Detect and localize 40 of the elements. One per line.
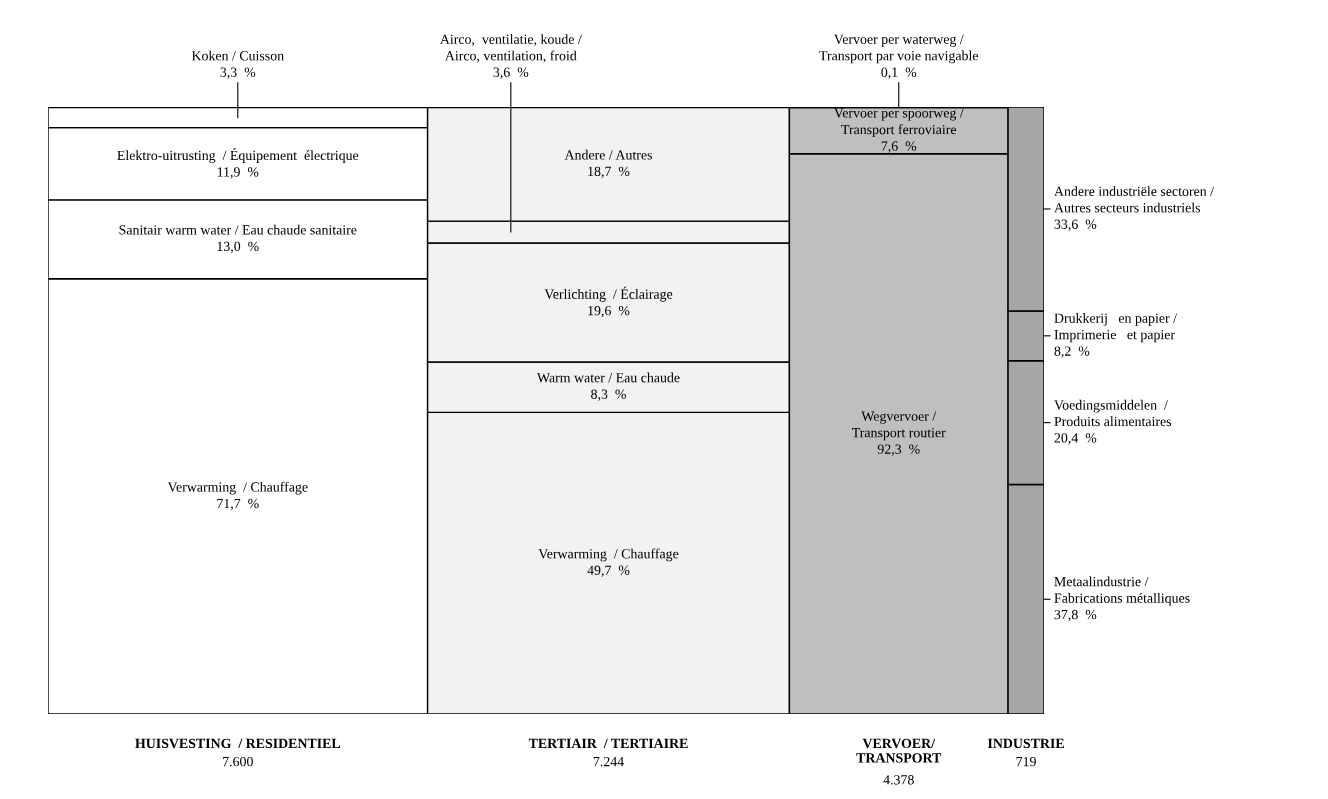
data-label: 18,7 %: [588, 166, 630, 179]
data-label: 7,6 %: [881, 141, 917, 153]
data-label: 719: [1016, 756, 1036, 767]
category-label: TERTIAIR / TERTIAIRE: [528, 738, 688, 749]
category-label: HUISVESTING / RESIDENTIEL: [135, 738, 341, 749]
series-label: Vervoer per spoorweg / Transport ferroviaire: [833, 108, 964, 138]
data-label: 0,1 %: [881, 67, 917, 79]
text: Metaalindustrie / Fabrications métalliques: [1054, 576, 1190, 606]
data-label: 7.244: [593, 756, 624, 767]
category-label: VERVOER/ TRANSPORT: [856, 738, 942, 763]
data-label: 8,3 %: [591, 389, 626, 401]
series-label: Wegvervoer / Transport routier: [852, 411, 946, 441]
series-label: Elektro-uitrusting / Équipement électrique: [117, 148, 359, 163]
data-label: 13,0 %: [217, 241, 259, 254]
text: Koken / Cuisson: [191, 50, 284, 61]
text: Vervoer per waterweg / Transport par voie navigable: [819, 34, 979, 64]
text: Andere industriële sectoren / Autres secteurs industriels: [1054, 186, 1215, 213]
data-label: 19,6 %: [588, 305, 630, 318]
data-label: 92,3 %: [877, 444, 920, 456]
data-label: 11,9 %: [217, 167, 259, 179]
series-label: Verlichting / Éclairage: [544, 286, 673, 302]
data-label: 33,6 %: [1054, 219, 1097, 231]
series-label: Sanitair warm water / Eau chaude sanitaire: [119, 224, 357, 235]
data-label: 20,4 %: [1054, 433, 1097, 445]
series-label: Andere / Autres: [564, 149, 652, 160]
text: Voedingsmiddelen / Produits alimentaires: [1054, 399, 1172, 427]
text: Airco, ventilatie, koude / Airco, ventilation, froid: [439, 34, 582, 63]
data-label: 3,3 %: [220, 67, 256, 79]
data-label: 37,8 %: [1054, 609, 1097, 622]
data-label: 4.378: [883, 775, 914, 785]
text: Drukkerij en papier / Imprimerie et papier: [1054, 313, 1177, 343]
data-label: 71,7 %: [217, 498, 259, 511]
data-label: 7.600: [223, 756, 253, 767]
series-label: Verwarming / Chauffage: [538, 548, 679, 562]
category-label: INDUSTRIE: [987, 738, 1064, 749]
data-label: 49,7 %: [587, 565, 630, 577]
series-label: Warm water / Eau chaude: [536, 372, 680, 383]
data-label: 8,2 %: [1054, 346, 1090, 358]
data-label: 3,6 %: [493, 67, 529, 79]
series-label: Verwarming / Chauffage: [167, 481, 308, 495]
